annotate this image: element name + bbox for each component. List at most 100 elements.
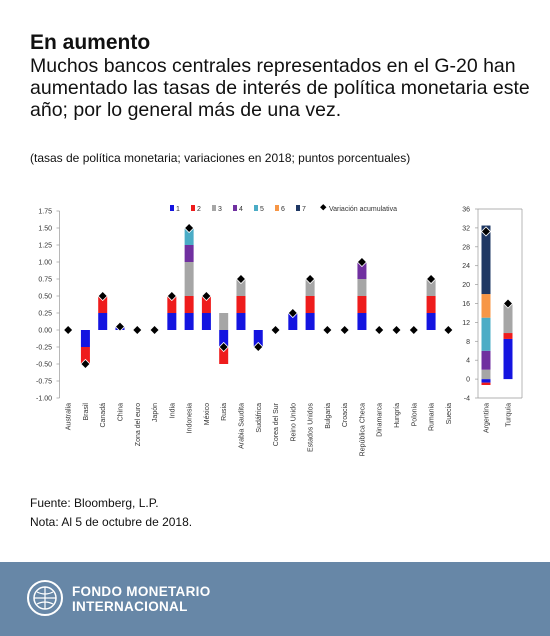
cumulative-marker <box>391 324 402 336</box>
legend-label: 6 <box>281 206 285 213</box>
bar <box>184 262 194 296</box>
legend-swatch <box>296 205 300 211</box>
x-tick-label: Zona del euro <box>135 403 142 446</box>
x-tick-label: Australia <box>66 403 73 430</box>
cumulative-marker <box>80 358 91 370</box>
y-tick-label: 24 <box>462 263 470 270</box>
source: Fuente: Bloomberg, L.P. <box>30 496 159 510</box>
bar <box>184 296 194 313</box>
bar <box>98 313 108 330</box>
x-tick-label: Reino Unido <box>290 403 297 442</box>
x-tick-label: Turquía <box>506 403 513 427</box>
bar <box>503 303 513 334</box>
x-tick-label: Suecia <box>446 403 453 425</box>
y-tick-label: 1.25 <box>38 243 52 250</box>
x-tick-label: Hungría <box>394 403 401 428</box>
cumulative-marker <box>184 222 195 234</box>
y-tick-label: -0.50 <box>36 362 52 369</box>
cumulative-marker <box>408 324 419 336</box>
cumulative-marker <box>114 321 126 332</box>
x-tick-label: Japón <box>152 403 159 422</box>
footnote: Nota: Al 5 de octubre de 2018. <box>30 515 193 529</box>
cumulative-marker <box>253 341 264 353</box>
legend-label: Variación acumulativa <box>329 206 397 213</box>
bar <box>481 225 491 295</box>
y-tick-label: -1.00 <box>36 396 52 403</box>
x-tick-label: Polonia <box>411 403 418 426</box>
x-tick-label: India <box>169 403 176 418</box>
bar <box>236 279 246 296</box>
bar <box>80 347 90 364</box>
bar <box>357 279 367 296</box>
bar <box>481 317 491 351</box>
legend-label: 2 <box>197 206 201 213</box>
brand: FONDO MONETARIO <box>72 584 211 599</box>
bar <box>357 262 367 279</box>
bar <box>253 330 263 347</box>
cumulative-marker <box>443 324 454 336</box>
y-tick-label: 36 <box>462 207 470 214</box>
bar <box>305 313 315 330</box>
note: (tasas de política monetaria; variacione… <box>30 151 411 165</box>
y-tick-label: 0.75 <box>38 277 52 284</box>
y-tick-label: 8 <box>466 339 470 346</box>
y-tick-label: -4 <box>464 396 470 403</box>
bar <box>426 296 436 313</box>
legend-swatch <box>191 205 195 211</box>
bar <box>357 313 367 330</box>
bar <box>236 296 246 313</box>
x-tick-label: Sudáfrica <box>256 403 263 433</box>
cumulative-marker <box>218 341 229 353</box>
cumulative-marker <box>322 324 333 336</box>
bar <box>305 296 315 313</box>
y-tick-label: 32 <box>462 225 470 232</box>
y-tick-label: 4 <box>466 358 470 365</box>
x-tick-label: Brasil <box>83 403 90 421</box>
x-tick-label: República Checa <box>359 403 366 456</box>
legend-label: 3 <box>218 206 222 213</box>
cumulative-marker <box>97 290 108 302</box>
y-tick-label: -0.75 <box>36 379 52 386</box>
cumulative-marker <box>63 324 74 336</box>
bar <box>201 296 211 313</box>
bar <box>219 313 229 330</box>
banner: FONDO MONETARIO INTERNACIONAL <box>0 562 550 636</box>
legend-swatch <box>170 205 174 211</box>
legend-swatch <box>212 205 216 211</box>
bar <box>184 228 194 245</box>
cumulative-marker <box>149 324 160 336</box>
cumulative-marker <box>305 273 316 285</box>
cumulative-marker <box>425 273 437 285</box>
y-tick-label: 28 <box>462 244 470 251</box>
y-tick-label: 12 <box>462 320 470 327</box>
cumulative-marker <box>339 324 350 336</box>
bar <box>167 313 177 330</box>
cumulative-marker <box>502 298 514 309</box>
cumulative-marker <box>166 290 177 302</box>
y-tick-label: -0.25 <box>36 345 52 352</box>
x-tick-label: Corea del Sur <box>273 402 280 446</box>
cumulative-marker <box>132 324 143 336</box>
y-tick-label: 0.25 <box>38 311 52 318</box>
bar <box>98 296 108 313</box>
bar <box>503 338 513 380</box>
bar <box>184 313 194 330</box>
legend-swatch <box>233 205 237 211</box>
y-tick-label: 20 <box>462 282 470 289</box>
x-tick-label: Rumania <box>429 403 436 431</box>
x-tick-label: Arabia Saudita <box>238 403 245 449</box>
y-tick-label: 0.00 <box>38 328 52 335</box>
legend-swatch <box>320 204 327 211</box>
x-tick-label: Argentina <box>484 403 491 433</box>
legend-label: 4 <box>239 206 243 213</box>
bar <box>426 279 436 296</box>
x-tick-label: México <box>204 403 211 425</box>
bar <box>481 382 491 386</box>
x-tick-label: China <box>117 403 124 421</box>
bar <box>503 333 513 339</box>
legend-swatch <box>254 205 258 211</box>
cumulative-marker <box>480 226 492 237</box>
bar <box>288 313 298 330</box>
subtitle: Muchos bancos centrales representados en… <box>30 55 530 121</box>
